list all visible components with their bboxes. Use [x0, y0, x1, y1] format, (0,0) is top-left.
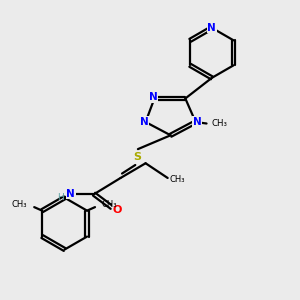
Text: N: N: [193, 117, 202, 127]
Text: CH₃: CH₃: [102, 200, 117, 209]
Text: S: S: [133, 152, 141, 162]
Text: CH₃: CH₃: [169, 175, 184, 184]
Text: N: N: [148, 92, 157, 102]
Text: H: H: [57, 193, 64, 202]
Text: O: O: [112, 205, 122, 215]
Text: N: N: [140, 117, 148, 127]
Text: CH₃: CH₃: [12, 200, 27, 209]
Text: N: N: [208, 23, 216, 33]
Text: N: N: [66, 189, 75, 199]
Text: CH₃: CH₃: [212, 119, 228, 128]
